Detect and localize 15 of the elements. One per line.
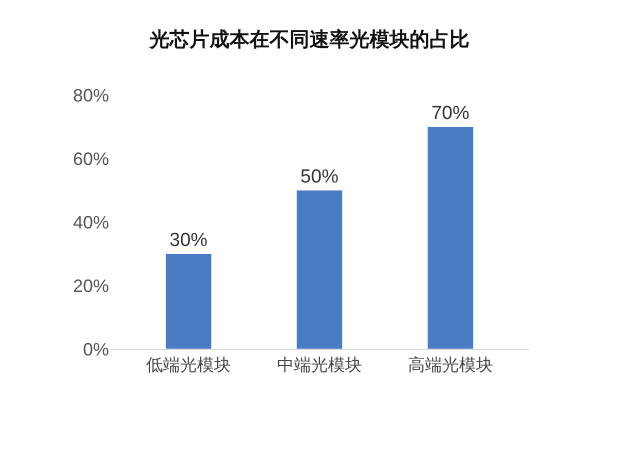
chart-title: 光芯片成本在不同速率光模块的占比 [148,26,470,51]
bar [427,126,474,349]
data-label: 50% [300,166,339,188]
y-tick-label: 80% [72,85,109,106]
y-tick-label: 20% [72,276,109,296]
y-tick-label: 60% [72,148,109,169]
y-tick-label: 40% [72,212,109,232]
x-tick-label: 高端光模块 [408,355,493,376]
data-label: 30% [170,230,208,251]
x-tick-label: 低端光模块 [146,355,232,376]
bar [165,254,212,349]
data-label: 70% [431,102,470,124]
y-tick-label: 0% [82,339,109,360]
x-tick-label: 中端光模块 [277,355,362,376]
bar [296,190,343,349]
